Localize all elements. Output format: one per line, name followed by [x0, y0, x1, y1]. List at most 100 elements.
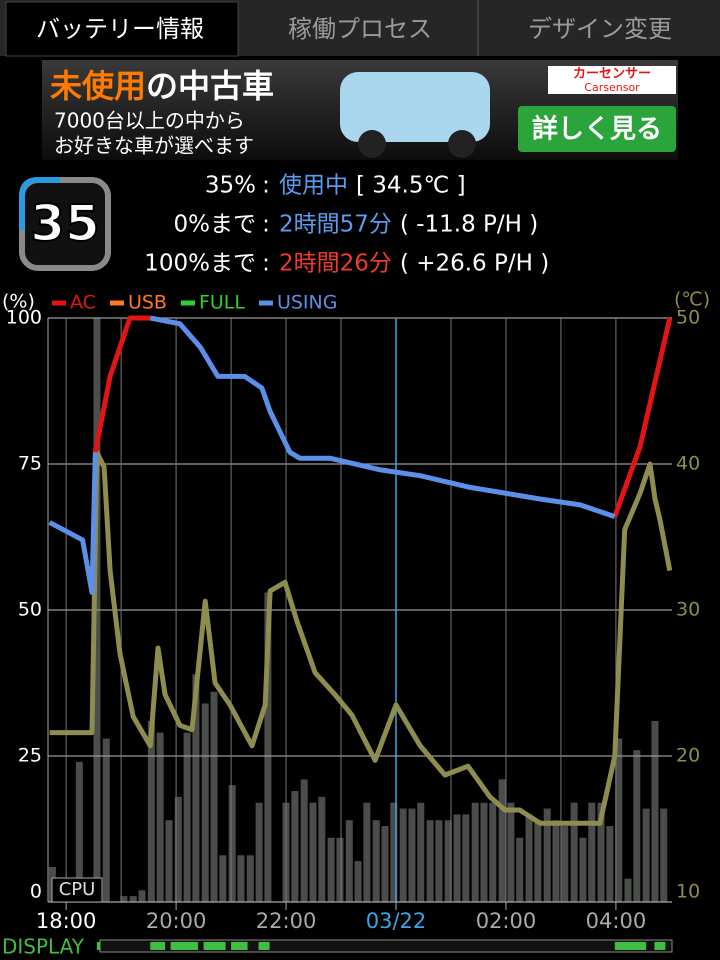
cpu-bar	[120, 896, 128, 902]
ad-button[interactable]	[518, 106, 676, 152]
y-tick-label: 0	[30, 881, 42, 903]
cpu-bar	[381, 826, 389, 902]
cpu-bar	[408, 808, 416, 902]
temperature-line	[49, 449, 673, 826]
cpu-bar	[327, 837, 335, 902]
battery-rows: 35%: 使用中 [ 34.5℃ ] 0%まで:2時間57分 ( -11.8 P/H )…	[144, 173, 549, 277]
cpu-bar	[426, 820, 434, 902]
y2-tick-label: 20	[676, 745, 700, 767]
cpu-bar	[651, 720, 659, 902]
cpu-bar	[570, 802, 578, 902]
cpu-bar	[318, 796, 326, 902]
display-on	[614, 942, 647, 950]
cpu-bar	[606, 826, 614, 902]
cpu-bar	[489, 802, 497, 902]
cpu-bar	[264, 592, 272, 902]
cpu-bar	[201, 703, 209, 902]
cpu-bar	[507, 802, 515, 902]
legend-label: AC	[70, 292, 96, 314]
row-value: 使用中	[279, 173, 348, 199]
tab[interactable]: デザイン変更	[528, 15, 672, 43]
cpu-label-box	[51, 877, 103, 903]
ad-button-label[interactable]: 詳しく見る	[532, 114, 662, 145]
tab[interactable]: 稼働プロセス	[288, 15, 432, 43]
display-on	[203, 942, 226, 950]
y2-tick-label: 10	[676, 881, 700, 903]
y2-tick-label: 40	[676, 453, 700, 475]
battery-icon-arc	[19, 177, 60, 230]
x-tick-label: 18:00	[36, 909, 97, 933]
cpu-bar	[102, 738, 110, 902]
row-value: 2時間57分	[279, 212, 392, 238]
cpu-bar	[345, 820, 353, 902]
cpu-bar	[471, 802, 479, 902]
ad-car	[340, 72, 490, 142]
cpu-bar	[246, 855, 254, 902]
cpu-bar	[174, 796, 182, 902]
ad-headline-accent: 未使用	[50, 67, 146, 105]
display-on	[654, 942, 666, 950]
cpu-bar	[138, 890, 146, 902]
cpu-bar	[642, 808, 650, 902]
ad-headline: 未使用の中古車	[50, 67, 274, 105]
cpu-bar	[255, 802, 263, 902]
cpu-bar	[147, 720, 155, 902]
cpu-bar	[552, 820, 560, 902]
y-axis-label: (%)	[2, 291, 35, 313]
cpu-bar	[363, 802, 371, 902]
display-on	[258, 942, 270, 950]
cpu-bar	[624, 878, 632, 902]
ad-car-wheel	[358, 130, 386, 158]
row-detail: ( +26.6 P/H )	[400, 251, 549, 277]
cpu-bar	[237, 855, 245, 902]
ad-brand: カーセンサー	[573, 67, 651, 82]
cpu-bar	[129, 896, 137, 902]
cpu-bar	[597, 802, 605, 902]
battery-icon-level: 35	[30, 195, 100, 253]
cpu-bar	[435, 820, 443, 902]
legend-label: FULL	[199, 292, 245, 314]
cpu-bar	[534, 820, 542, 902]
ad-car-wheel	[448, 130, 476, 158]
chart: 0 25 50 75 100 10 20 30 40 50 18:00 20:00 22:00 03/22…	[2, 289, 710, 959]
ad-logo	[548, 66, 676, 94]
row-label: 35%	[205, 173, 256, 199]
row-detail: [ 34.5℃ ]	[356, 173, 466, 199]
battery-line	[48, 315, 616, 595]
row-label: 100%まで	[144, 251, 256, 277]
cpu-bar	[192, 674, 200, 902]
legend-label: USING	[277, 292, 338, 314]
cpu-bar	[399, 808, 407, 902]
y2-tick-label: 50	[676, 307, 700, 329]
cpu-bar	[453, 814, 461, 902]
ad-line: お好きな車が選べます	[54, 134, 254, 158]
legend-label: USB	[128, 292, 167, 314]
cpu-bar	[336, 837, 344, 902]
ad-line: 7000台以上の中から	[54, 109, 245, 133]
cpu-bar	[228, 785, 236, 902]
ad-headline-rest: の中古車	[146, 67, 274, 105]
cpu-bar	[444, 820, 452, 902]
cpu-bar	[543, 808, 551, 902]
cpu-bar	[300, 779, 308, 902]
y2-axis-label: (℃)	[674, 289, 710, 311]
cpu-bar	[516, 837, 524, 902]
cpu-bar	[372, 820, 380, 902]
cpu-bar	[291, 791, 299, 902]
cpu-bar	[210, 691, 218, 902]
y-tick-label: 50	[18, 599, 42, 621]
row-label: 0%まで	[174, 212, 257, 238]
cpu-bar	[390, 802, 398, 902]
cpu-bar	[219, 855, 227, 902]
cpu-label: CPU	[59, 879, 96, 900]
y-tick-label: 100	[6, 307, 42, 329]
x-tick-label: 03/22	[366, 909, 427, 933]
active-tab-bg	[5, 1, 239, 57]
x-tick-label: 02:00	[476, 909, 537, 933]
display-on	[231, 942, 248, 950]
cpu-bar	[660, 808, 668, 902]
cpu-bar	[588, 802, 596, 902]
tab[interactable]: バッテリー情報	[36, 15, 204, 43]
